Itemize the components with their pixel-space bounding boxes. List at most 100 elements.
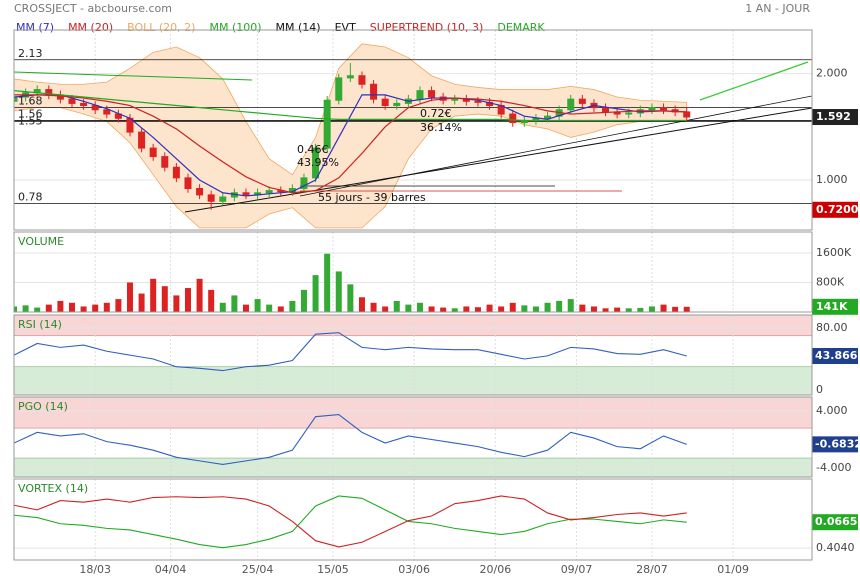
value-badge-label: 0.0665 [815, 515, 857, 528]
volume-bar [648, 306, 655, 312]
volume-bar [34, 307, 41, 312]
legend-entry: EVT [335, 21, 356, 34]
candle-body [474, 100, 482, 103]
overbought-zone [14, 397, 812, 429]
legend-entry: SUPERTREND (10, 3) [370, 21, 484, 34]
volume-bar [300, 289, 307, 312]
volume-badge-label: 141K [816, 300, 848, 313]
volume-bar [683, 306, 690, 312]
trend-line [184, 107, 812, 213]
volume-bar [312, 275, 319, 312]
volume-bar [498, 306, 505, 312]
volume-bar [625, 308, 632, 312]
panel-border [13, 29, 813, 231]
x-tick-label: 03/06 [398, 563, 430, 576]
candle-body [138, 131, 146, 149]
annotation: 43.95% [297, 156, 339, 169]
y-tick-label: 2.000 [816, 67, 848, 80]
candle-body [242, 192, 250, 196]
volume-bar [451, 308, 458, 312]
volume-bar [68, 302, 75, 312]
volume-bar [382, 306, 389, 312]
candle-body [648, 107, 656, 111]
level-label: 0.78 [18, 190, 43, 203]
value-badge [812, 347, 858, 364]
trend-line [699, 61, 809, 101]
volume-bar [590, 306, 597, 312]
panel [14, 479, 812, 560]
moving-average [14, 94, 687, 194]
x-tick-label: 09/07 [561, 563, 593, 576]
panel-title: PGO (14) [18, 400, 68, 413]
last-price-label: 1.592 [816, 110, 851, 123]
volume-bar [602, 308, 609, 312]
candle-body [578, 98, 586, 104]
panel-title: RSI (14) [18, 318, 62, 331]
panel-bg [14, 232, 812, 312]
candle-body [393, 102, 401, 107]
candle-body [68, 98, 76, 104]
chart-subtitle: 1 AN - JOUR [745, 2, 810, 15]
panel-border [13, 478, 813, 561]
candle-body [451, 98, 459, 101]
volume-bar [45, 304, 52, 312]
trend-line [299, 95, 812, 197]
candle-body [335, 77, 343, 101]
annotation: 55 jours - 39 barres [318, 191, 426, 204]
volume-bar [416, 302, 423, 312]
candle-body [660, 107, 668, 111]
volume-bar [80, 306, 87, 312]
y-tick-label: -4.000 [816, 461, 851, 474]
indicator-line [14, 332, 687, 372]
value-badge [812, 514, 858, 531]
volume-badge [812, 298, 858, 315]
volume-bar [115, 299, 122, 312]
candle-body [312, 147, 320, 179]
volume-bar [277, 306, 284, 312]
indicator-line [14, 413, 687, 466]
annotation: 36.14% [420, 121, 462, 134]
legend-entry: MM (7) [16, 21, 54, 34]
candle-body [683, 111, 691, 118]
volume-bar [393, 300, 400, 312]
candle-body [381, 98, 389, 107]
candle-body [80, 102, 88, 107]
volume-bar [463, 306, 470, 312]
volume-bar [428, 306, 435, 312]
volume-bar [22, 305, 29, 312]
volume-bar [103, 302, 110, 312]
y-tick-label: 80.00 [816, 321, 848, 334]
candle-body [544, 115, 552, 119]
annotation: 0.46€ [297, 143, 329, 156]
candle-body [358, 75, 366, 85]
volume-bar [324, 253, 331, 312]
volume-bar [509, 302, 516, 312]
volume-bar [347, 284, 354, 312]
volume-bar [440, 307, 447, 312]
value-badge [812, 436, 858, 453]
candle-body [300, 177, 308, 190]
x-tick-label: 15/05 [317, 563, 349, 576]
candle-body [14, 96, 18, 102]
x-tick-label: 25/04 [242, 563, 274, 576]
volume-bar [150, 278, 157, 312]
volume-bar [556, 300, 563, 312]
volume-bar [219, 302, 226, 312]
volume-bar [486, 304, 493, 312]
panel [14, 30, 812, 230]
volume-bar [532, 306, 539, 312]
chart-title: CROSSJECT - abcbourse.com [14, 2, 172, 15]
candle-body [346, 75, 354, 79]
value-badge-label: -0.6832 [815, 437, 860, 450]
panel-border [13, 231, 813, 313]
y-tick-label: 1600K [816, 246, 852, 259]
candle-body [196, 188, 204, 196]
volume-bar [92, 304, 99, 312]
low-badge-label: 0.7200 [816, 203, 859, 216]
candle-body [370, 83, 378, 100]
panel-title: VORTEX (14) [18, 482, 88, 495]
volume-bar [637, 307, 644, 312]
moving-average [14, 90, 687, 122]
candle-body [265, 190, 273, 194]
y-tick-label: 4.000 [816, 404, 848, 417]
